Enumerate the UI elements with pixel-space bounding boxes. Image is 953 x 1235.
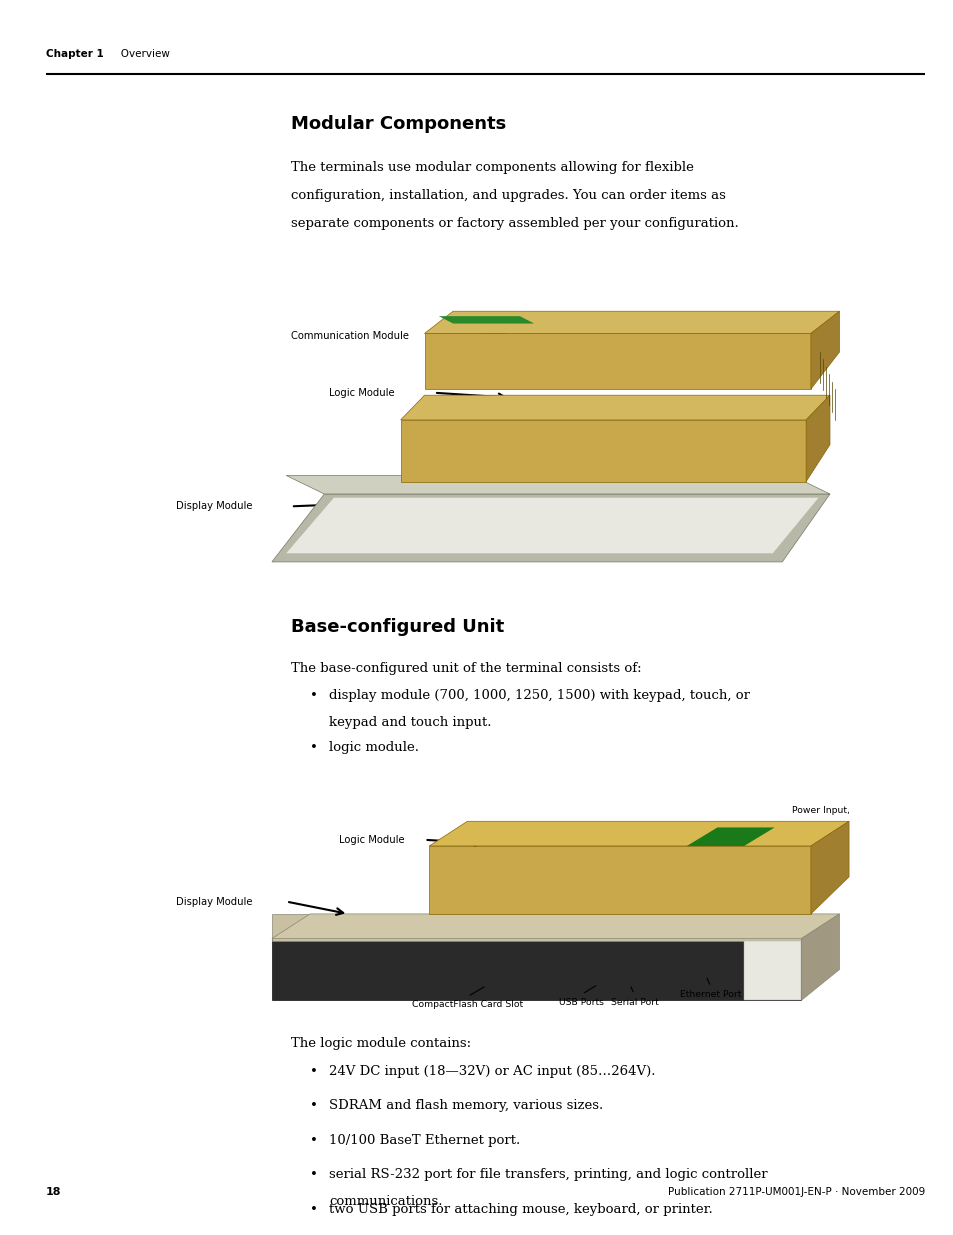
- Polygon shape: [400, 420, 805, 482]
- Polygon shape: [429, 846, 810, 914]
- Polygon shape: [810, 821, 848, 914]
- Text: 24V DC input (18—32V) or AC input (85…264V).: 24V DC input (18—32V) or AC input (85…26…: [329, 1065, 655, 1078]
- Text: 18: 18: [46, 1187, 61, 1197]
- Text: •: •: [310, 1099, 317, 1113]
- Polygon shape: [272, 914, 839, 939]
- Text: Chapter 1: Chapter 1: [46, 49, 104, 59]
- Text: The base-configured unit of the terminal consists of:: The base-configured unit of the terminal…: [291, 662, 641, 676]
- Text: USB Ports: USB Ports: [558, 998, 604, 1007]
- Text: •: •: [310, 1134, 317, 1147]
- Polygon shape: [286, 498, 818, 553]
- Polygon shape: [272, 914, 801, 941]
- Text: The logic module contains:: The logic module contains:: [291, 1037, 471, 1051]
- Text: Overview: Overview: [111, 49, 170, 59]
- Text: Logic Module: Logic Module: [338, 835, 404, 845]
- Text: The terminals use modular components allowing for flexible: The terminals use modular components all…: [291, 161, 693, 174]
- Text: configuration, installation, and upgrades. You can order items as: configuration, installation, and upgrade…: [291, 189, 725, 203]
- Text: AC or DC: AC or DC: [791, 829, 833, 837]
- Text: Ethernet Port: Ethernet Port: [679, 990, 740, 999]
- Polygon shape: [686, 827, 774, 846]
- Text: Serial Port: Serial Port: [610, 998, 658, 1007]
- Text: logic module.: logic module.: [329, 741, 418, 755]
- Text: •: •: [310, 1065, 317, 1078]
- Text: Base-configured Unit: Base-configured Unit: [291, 618, 504, 636]
- Text: 10/100 BaseT Ethernet port.: 10/100 BaseT Ethernet port.: [329, 1134, 519, 1147]
- Polygon shape: [272, 939, 801, 1000]
- Text: Logic Module: Logic Module: [329, 388, 395, 398]
- Text: •: •: [310, 689, 317, 703]
- Polygon shape: [424, 311, 839, 333]
- Polygon shape: [801, 914, 839, 1000]
- Polygon shape: [805, 395, 829, 482]
- Text: SDRAM and flash memory, various sizes.: SDRAM and flash memory, various sizes.: [329, 1099, 602, 1113]
- Text: keypad and touch input.: keypad and touch input.: [329, 716, 491, 730]
- Text: serial RS-232 port for file transfers, printing, and logic controller: serial RS-232 port for file transfers, p…: [329, 1168, 767, 1182]
- Text: Display Module: Display Module: [176, 897, 253, 906]
- Polygon shape: [424, 333, 810, 389]
- Polygon shape: [810, 311, 839, 389]
- Text: Display Module: Display Module: [176, 501, 253, 511]
- Text: Power Input,: Power Input,: [791, 806, 849, 815]
- Text: •: •: [310, 1203, 317, 1216]
- Polygon shape: [286, 475, 829, 494]
- Text: •: •: [310, 741, 317, 755]
- Text: Publication 2711P-UM001J-EN-P · November 2009: Publication 2711P-UM001J-EN-P · November…: [667, 1187, 924, 1197]
- Text: Modular Components: Modular Components: [291, 115, 506, 133]
- Text: display module (700, 1000, 1250, 1500) with keypad, touch, or: display module (700, 1000, 1250, 1500) w…: [329, 689, 749, 703]
- Polygon shape: [743, 941, 801, 1000]
- Polygon shape: [429, 821, 848, 846]
- Polygon shape: [438, 316, 534, 324]
- Text: two USB ports for attaching mouse, keyboard, or printer.: two USB ports for attaching mouse, keybo…: [329, 1203, 712, 1216]
- Text: communications.: communications.: [329, 1195, 442, 1209]
- Text: Communication Module: Communication Module: [291, 331, 409, 341]
- Text: CompactFlash Card Slot: CompactFlash Card Slot: [412, 1000, 522, 1009]
- Text: •: •: [310, 1168, 317, 1182]
- Text: separate components or factory assembled per your configuration.: separate components or factory assembled…: [291, 217, 738, 231]
- Polygon shape: [272, 494, 829, 562]
- Polygon shape: [400, 395, 829, 420]
